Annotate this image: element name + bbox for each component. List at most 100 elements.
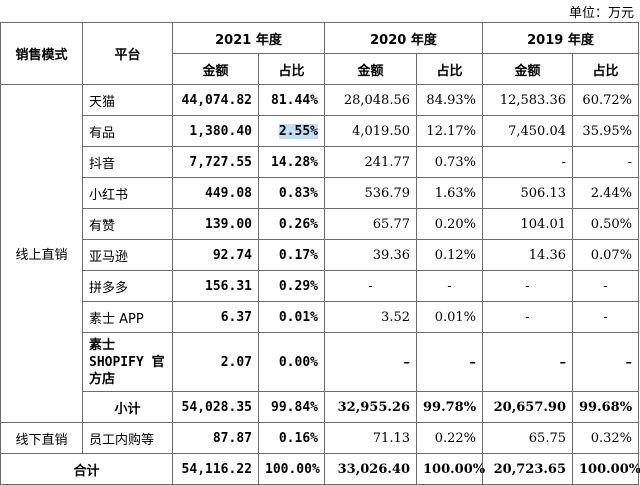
header-year-2021: 2021 年度	[172, 22, 325, 54]
ratio-2019: 0.50%	[572, 208, 639, 240]
ratio-2019: 60.72%	[572, 84, 639, 116]
ratio-2019: 99.68%	[572, 391, 639, 423]
platform-cell: 抖音	[82, 146, 173, 178]
table-row: 素士 SHOPIFY 官方店 2.07 0.00% – – – –	[1, 332, 639, 392]
header-amount: 金额	[172, 53, 259, 85]
header-sales-mode: 销售模式	[0, 22, 83, 85]
amount-2021: 156.31	[172, 270, 259, 302]
platform-cell: 拼多多	[82, 270, 173, 302]
platform-cell: 员工内购等	[82, 422, 173, 454]
ratio-2020: 1.63%	[416, 177, 483, 209]
platform-cell: 亚马逊	[82, 239, 173, 271]
amount-2021: 44,074.82	[172, 84, 259, 116]
amount-2021: 2.07	[172, 332, 259, 392]
amount-2020: 241.77	[324, 146, 417, 178]
table-row: 拼多多 156.31 0.29% - - - -	[1, 270, 639, 302]
amount-2019: -	[482, 146, 573, 178]
header-ratio: 占比	[416, 53, 483, 85]
amount-2020: 28,048.56	[324, 84, 417, 116]
amount-2020: 71.13	[324, 422, 417, 454]
table-row: 抖音 7,727.55 14.28% 241.77 0.73% - -	[1, 146, 639, 178]
ratio-2019: -	[572, 270, 639, 302]
ratio-2020: 0.22%	[416, 422, 483, 454]
amount-2020: –	[324, 332, 417, 392]
ratio-2020: 100.00%	[416, 453, 485, 485]
platform-cell: 有品	[82, 115, 173, 147]
header-ratio: 占比	[258, 53, 325, 85]
amount-2019: 506.13	[482, 177, 573, 209]
amount-2021: 139.00	[172, 208, 259, 240]
ratio-2020: 12.17%	[416, 115, 483, 147]
header-ratio: 占比	[572, 53, 639, 85]
header-row-2: 金额 占比 金额 占比 金额 占比	[0, 53, 639, 85]
platform-cell: 素士 SHOPIFY 官方店	[82, 332, 173, 392]
ratio-2020: 0.20%	[416, 208, 483, 240]
amount-2020: -	[324, 270, 417, 302]
ratio-2020: 0.12%	[416, 239, 483, 271]
amount-2019: 7,450.04	[482, 115, 573, 147]
ratio-2021: 0.01%	[258, 301, 325, 333]
highlighted-selection: 2.55%	[278, 123, 318, 139]
amount-2020: 65.77	[324, 208, 417, 240]
ratio-2021: 0.16%	[258, 422, 325, 454]
table-row: 素士 APP 6.37 0.01% 3.52 0.01% - -	[1, 301, 639, 333]
amount-2019: 104.01	[482, 208, 573, 240]
table-row: 亚马逊 92.74 0.17% 39.36 0.12% 14.36 0.07%	[1, 239, 639, 271]
sales-table: 销售模式 平台 2021 年度 2020 年度 2019 年度 金额 占比 金额…	[0, 22, 640, 485]
group-offline: 线下直销	[0, 422, 83, 454]
amount-2019: -	[482, 270, 573, 302]
amount-2021: 92.74	[172, 239, 259, 271]
ratio-2021: 0.00%	[258, 332, 325, 392]
amount-2020: 33,026.40	[324, 453, 417, 485]
ratio-2019: –	[572, 332, 639, 392]
amount-2019: 65.75	[482, 422, 573, 454]
ratio-2020: 84.93%	[416, 84, 483, 116]
ratio-2021: 0.83%	[258, 177, 325, 209]
subtotal-label: 小计	[82, 391, 173, 423]
ratio-2021: 14.28%	[258, 146, 325, 178]
ratio-2020: -	[416, 270, 483, 302]
ratio-2019: 35.95%	[572, 115, 639, 147]
total-row: 合计 54,116.22 100.00% 33,026.40 100.00% 2…	[0, 453, 640, 485]
amount-2019: -	[482, 301, 573, 333]
amount-2021: 7,727.55	[172, 146, 259, 178]
ratio-2021: 100.00%	[258, 453, 325, 485]
amount-2019: 20,723.65	[482, 453, 573, 485]
ratio-2021: 0.29%	[258, 270, 325, 302]
ratio-2020: 0.01%	[416, 301, 483, 333]
header-year-2019: 2019 年度	[482, 22, 639, 54]
ratio-2021: 99.84%	[258, 391, 325, 423]
header-amount: 金额	[482, 53, 573, 85]
table-row: 有赞 139.00 0.26% 65.77 0.20% 104.01 0.50%	[1, 208, 639, 240]
amount-2020: 39.36	[324, 239, 417, 271]
amount-2020: 4,019.50	[324, 115, 417, 147]
amount-2021: 6.37	[172, 301, 259, 333]
amount-2019: 12,583.36	[482, 84, 573, 116]
header-row-1: 销售模式 平台 2021 年度 2020 年度 2019 年度	[0, 22, 639, 85]
header-amount: 金额	[324, 53, 417, 85]
platform-cell: 素士 APP	[82, 301, 173, 333]
ratio-2021: 2.55%	[258, 115, 325, 147]
ratio-2019: 0.32%	[572, 422, 639, 454]
platform-cell: 小红书	[82, 177, 173, 209]
platform-cell: 天猫	[82, 84, 173, 116]
amount-2021: 54,116.22	[172, 453, 259, 485]
ratio-2021: 0.17%	[258, 239, 325, 271]
header-platform: 平台	[82, 22, 173, 85]
amount-2019: 14.36	[482, 239, 573, 271]
amount-2020: 3.52	[324, 301, 417, 333]
ratio-2020: 99.78%	[416, 391, 483, 423]
amount-2020: 536.79	[324, 177, 417, 209]
amount-2021: 54,028.35	[172, 391, 259, 423]
group-online: 线上直销	[0, 84, 83, 423]
amount-2019: –	[482, 332, 573, 392]
amount-2020: 32,955.26	[324, 391, 417, 423]
ratio-2019: 100.00%	[572, 453, 640, 485]
table-row: 有品 1,380.40 2.55% 4,019.50 12.17% 7,450.…	[1, 115, 639, 147]
amount-2021: 1,380.40	[172, 115, 259, 147]
ratio-2019: -	[572, 146, 639, 178]
table-row: 小红书 449.08 0.83% 536.79 1.63% 506.13 2.4…	[1, 177, 639, 209]
table-row: 线下直销 员工内购等 87.87 0.16% 71.13 0.22% 65.75…	[0, 422, 639, 454]
header-year-2020: 2020 年度	[324, 22, 483, 54]
ratio-2021: 0.26%	[258, 208, 325, 240]
